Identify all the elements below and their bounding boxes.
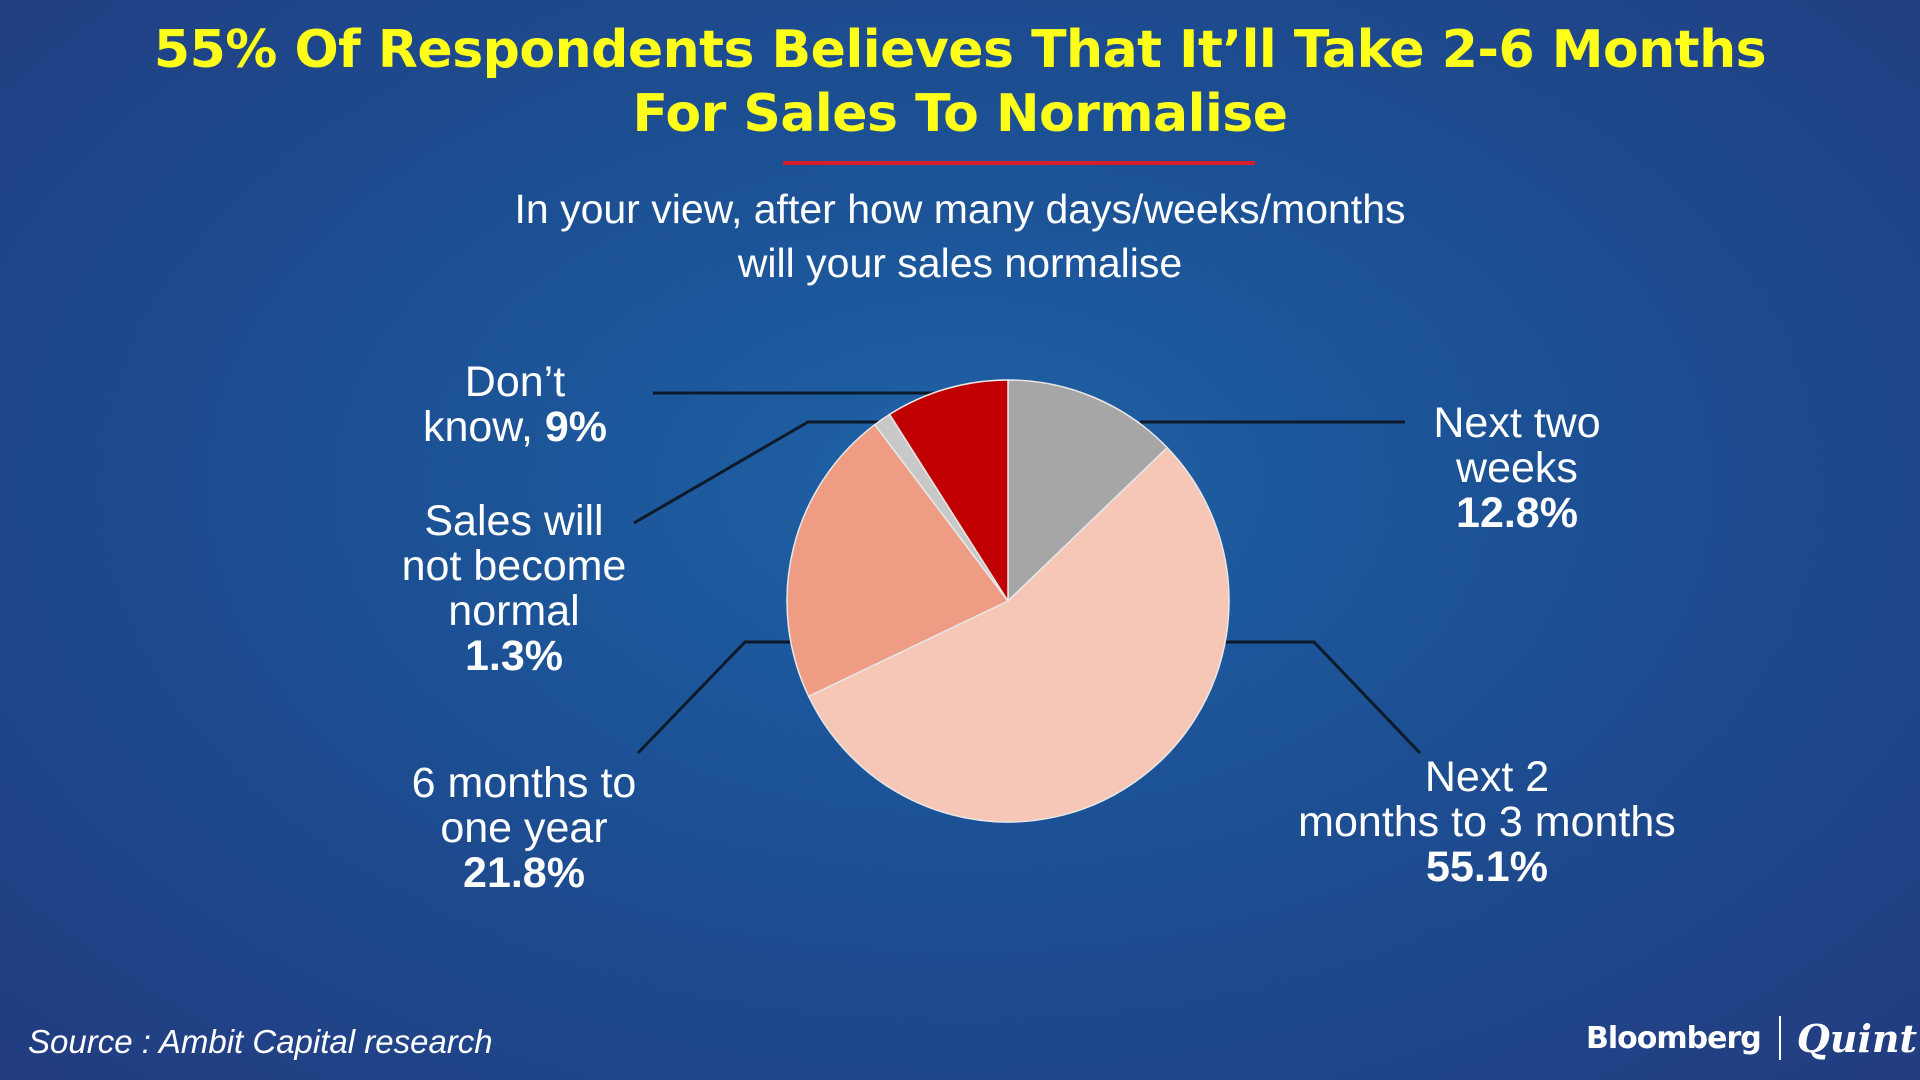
label-not-normal-line-2: not become [401,542,627,590]
label-six-months-to-year-line-2: one year [440,804,608,852]
chart-title: 55% Of Respondents Believes That It’ll T… [0,18,1920,146]
value-next-two-weeks: 12.8% [1456,489,1578,537]
label-next-two-weeks-line-1: Next two [1433,399,1601,447]
label-not-normal: Sales will not become normal 1.3% [364,499,664,679]
label-dont-know: Don’t know, 9% [370,360,660,450]
label-six-months-to-year: 6 months to one year 21.8% [374,761,674,896]
brand-divider [1778,1016,1781,1060]
pie-slice-two-to-three-months [807,446,1230,823]
chart-subtitle: In your view, after how many days/weeks/… [0,182,1920,290]
chart-subtitle-line-1: In your view, after how many days/weeks/… [514,186,1406,232]
label-next-two-weeks: Next two weeks 12.8% [1367,401,1667,536]
label-dont-know-line-2: know, [422,403,545,451]
chart-title-line-1: 55% Of Respondents Believes That It’ll T… [153,20,1767,80]
chart-subtitle-line-2: will your sales normalise [737,240,1183,286]
value-dont-know: 9% [544,403,608,451]
leader-line-six-months-to-year [636,640,800,755]
label-next-two-weeks-line-2: weeks [1456,444,1578,492]
pie-slice-dont-know [888,379,1009,604]
leader-lines [633,391,1422,755]
value-six-months-to-year: 21.8% [463,849,585,897]
pie-slices [786,379,1230,823]
brand-bloomberg: Bloomberg [1586,1020,1762,1056]
label-two-to-three-months-line-2: months to 3 months [1298,798,1676,846]
label-two-to-three-months-line-1: Next 2 [1424,753,1550,801]
value-two-to-three-months: 55.1% [1426,843,1548,891]
label-dont-know-line-1: Don’t [464,358,566,406]
label-not-normal-line-1: Sales will [424,497,604,545]
label-not-normal-line-3: normal [448,587,580,635]
pie-slice-next-two-weeks [1007,379,1169,603]
leader-line-not-normal [633,420,890,525]
brand-logo: Bloomberg Quint [1586,1013,1917,1063]
pie-slice-six-months-to-year [786,423,1010,698]
title-underline [783,161,1255,165]
label-six-months-to-year-line-1: 6 months to [411,759,637,807]
label-two-to-three-months: Next 2 months to 3 months 55.1% [1237,755,1737,890]
leader-line-two-to-three-months [1218,640,1422,755]
brand-quint: Quint [1796,1015,1918,1061]
chart-title-line-2: For Sales To Normalise [632,84,1289,144]
value-not-normal: 1.3% [464,632,563,680]
source-note: Source : Ambit Capital research [28,1023,493,1060]
